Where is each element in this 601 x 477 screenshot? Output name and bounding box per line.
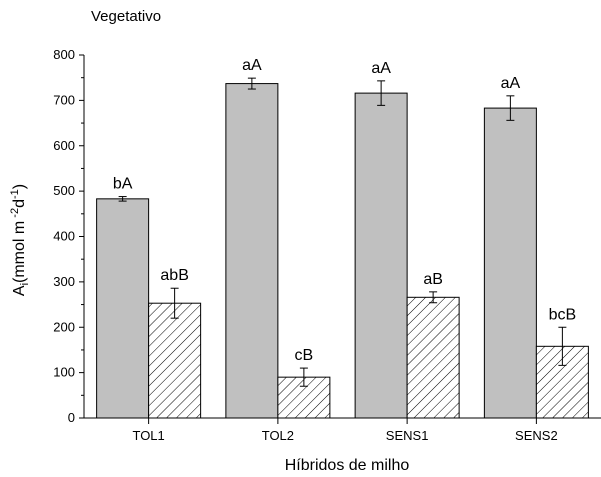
bar (354, 92, 408, 419)
y-tick-label: 800 (53, 47, 75, 62)
bar (148, 302, 202, 419)
bar (96, 198, 150, 419)
y-tick-label: 300 (53, 274, 75, 289)
x-tick-label: SENS2 (515, 428, 558, 443)
y-tick-label: 500 (53, 183, 75, 198)
bar (225, 83, 279, 419)
y-tick-label: 600 (53, 138, 75, 153)
y-axis-title-mid: d (11, 199, 28, 208)
y-axis-title-post: ) (11, 184, 28, 189)
y-tick-label: 700 (53, 92, 75, 107)
bar (483, 107, 537, 419)
data-label: aA (501, 75, 521, 92)
data-label: aA (242, 57, 262, 74)
y-axis-title-pre: (mmol m (11, 221, 28, 283)
data-label: aA (371, 60, 391, 77)
y-axis-title-sup2: -1 (9, 189, 21, 199)
data-label: aB (423, 271, 443, 288)
data-label: cB (295, 347, 314, 364)
x-tick-label: TOL2 (262, 428, 294, 443)
x-tick-label: SENS1 (386, 428, 429, 443)
y-axis-title: Ai(mmol m -2d-1) (9, 184, 31, 296)
svg-text:Ai(mmol m -2d-1): Ai(mmol m -2d-1) (9, 184, 31, 296)
y-tick-label: 100 (53, 365, 75, 380)
data-label: abB (160, 267, 188, 284)
y-tick-label: 400 (53, 229, 75, 244)
y-tick-label: 200 (53, 319, 75, 334)
x-tick-label: TOL1 (132, 428, 164, 443)
y-axis-title-main-sub: i (19, 283, 31, 285)
y-axis-title-main: A (11, 285, 28, 296)
x-axis-title: Híbridos de milho (285, 457, 410, 474)
data-label: bA (113, 176, 133, 193)
data-label: bcB (549, 306, 577, 323)
y-axis-title-sup1: -2 (9, 208, 21, 221)
bar (406, 296, 460, 419)
y-tick-label: 0 (68, 410, 75, 425)
chart-title: Vegetativo (91, 8, 161, 25)
